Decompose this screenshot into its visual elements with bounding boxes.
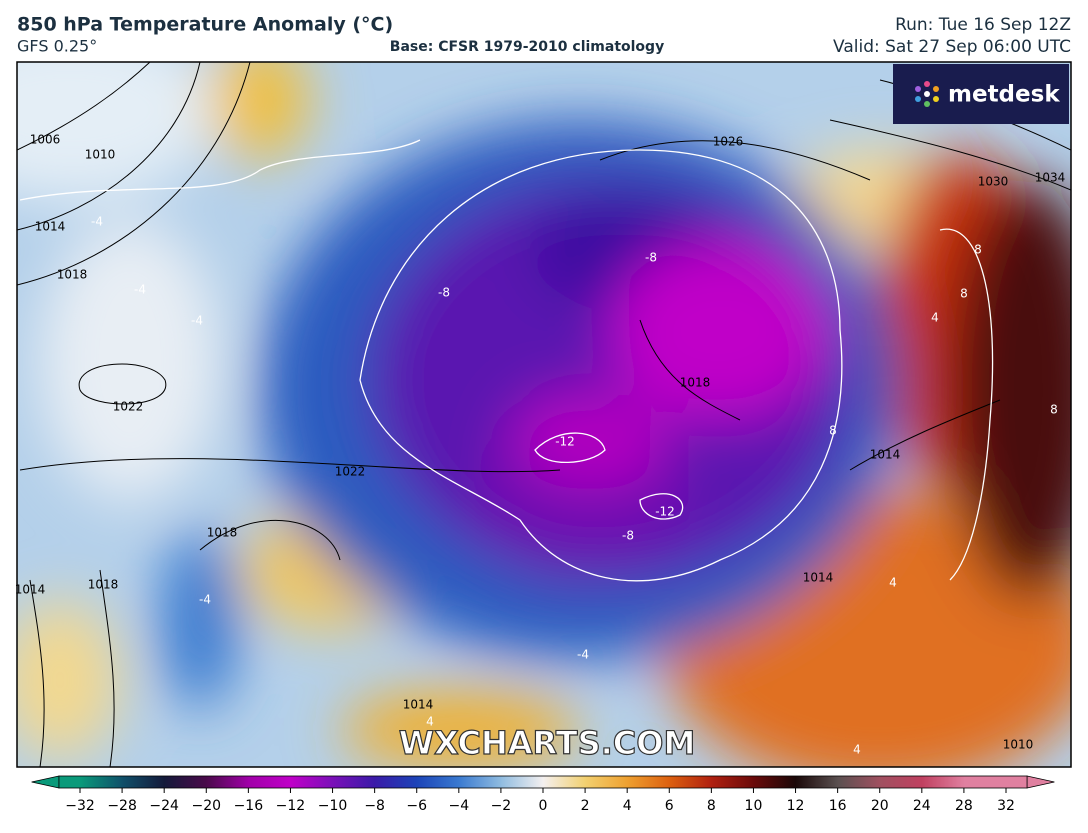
valid: Valid: Sat 27 Sep 06:00 UTC [833, 37, 1071, 57]
anomaly-label: -4 [134, 283, 146, 297]
colorbar-max-arrow [1026, 775, 1055, 789]
colorbar-segment [669, 776, 712, 788]
isobar-label: 1018 [680, 376, 711, 390]
colorbar-segment [332, 776, 376, 788]
isobar-label: 1030 [978, 175, 1009, 189]
map-frame [16, 61, 1072, 768]
anomaly-label: -8 [645, 251, 657, 265]
colorbar-segment [585, 776, 628, 788]
map-labels: 1006 1010 1014 1018 1022 1022 1018 1014 1018 1026… [15, 133, 1066, 757]
colorbar-end [1006, 776, 1028, 788]
isobar-label: 1010 [1003, 738, 1034, 752]
base: Base: CFSR 1979-2010 climatology [390, 39, 664, 55]
anomaly-label: 8 [960, 287, 968, 301]
isobar-label: 1022 [335, 465, 366, 479]
isobar-label: 1014 [403, 698, 434, 712]
colorbar-tick-label: 20 [871, 798, 889, 814]
colorbar-tick-label: 0 [539, 798, 548, 814]
isobar-label: 1010 [85, 148, 116, 162]
colorbar-tick-label: 2 [581, 798, 590, 814]
colorbar-segment [80, 776, 123, 788]
colorbar-tick-label: −20 [191, 798, 221, 814]
colorbar-segment [122, 776, 165, 788]
title: 850 hPa Temperature Anomaly (°C) [17, 14, 393, 36]
colorbar-segment [543, 776, 586, 788]
colorbar-tick-label: 10 [745, 798, 763, 814]
anomaly-label: 4 [426, 715, 434, 729]
anomaly-label: 8 [1050, 403, 1058, 417]
colorbar-tick-label: −4 [448, 798, 469, 814]
colorbar-segment [374, 776, 418, 788]
colorbar-segment [753, 776, 797, 788]
colorbar-tick-label: −28 [107, 798, 137, 814]
isobar-label: 1026 [713, 135, 744, 149]
colorbar-tick-label: −8 [364, 798, 385, 814]
isobar-label: 1014 [870, 448, 901, 462]
colorbar-segment [416, 776, 460, 788]
colorbar-segment [206, 776, 249, 788]
anomaly-label: -4 [199, 593, 211, 607]
colorbar-tick-label: 16 [829, 798, 847, 814]
colorbar-tick-label: −6 [406, 798, 427, 814]
anomaly-label: -8 [622, 529, 634, 543]
colorbar-segment [879, 776, 923, 788]
anomaly-label: 8 [829, 424, 837, 438]
isobar-label: 1014 [803, 571, 834, 585]
anomaly-label: -4 [91, 215, 103, 229]
colorbar-tick-label: 12 [787, 798, 805, 814]
colorbar-tick-label: 32 [997, 798, 1015, 814]
watermark: WXCHARTS.COM [399, 724, 696, 762]
colorbar: −32 −28 −24 −20 −16 −12 −10 −8 −6 −4 −2 0 2 4 6 8 10 12 16… [31, 775, 1055, 814]
colorbar-segment [921, 776, 965, 788]
colorbar-tick-label: 24 [913, 798, 931, 814]
anomaly-label: -4 [577, 648, 589, 662]
colorbar-segment [837, 776, 881, 788]
isobar-label: 1014 [15, 583, 46, 597]
isobar-label: 1022 [113, 400, 144, 414]
colorbar-tick-label: −32 [65, 798, 95, 814]
isobar-label: 1014 [35, 220, 66, 234]
colorbar-segment [248, 776, 291, 788]
colorbar-tick-label: −10 [318, 798, 348, 814]
colorbar-segment [290, 776, 334, 788]
colorbar-tick-label: 4 [623, 798, 632, 814]
model: GFS 0.25° [17, 37, 97, 56]
colorbar-segment [963, 776, 1007, 788]
colorbar-segment [500, 776, 544, 788]
isobar-label: 1006 [30, 133, 61, 147]
anomaly-label: 4 [853, 743, 861, 757]
logo-box: metdesk [893, 64, 1069, 124]
isobar-label: 1018 [88, 578, 119, 592]
colorbar-min-arrow [31, 775, 60, 789]
colorbar-tick-label: −16 [234, 798, 264, 814]
colorbar-tick-label: −2 [491, 798, 512, 814]
colorbar-segment [458, 776, 502, 788]
colorbar-tick-label: −24 [149, 798, 179, 814]
logo: metdesk [948, 82, 1060, 108]
colorbar-tick-label: 8 [707, 798, 716, 814]
anomaly-label: -12 [555, 435, 575, 449]
colorbar-tick-label: 6 [665, 798, 674, 814]
anomaly-label: -12 [655, 505, 675, 519]
colorbar-segment [627, 776, 670, 788]
colorbar-segment [711, 776, 754, 788]
anomaly-label: -4 [191, 314, 203, 328]
anomaly-label: 8 [974, 243, 982, 257]
colorbar-end [58, 776, 80, 788]
colorbar-segment [164, 776, 207, 788]
colorbar-tick-label: −12 [276, 798, 306, 814]
isobar-label: 1018 [57, 268, 88, 282]
colorbar-tick-label: 28 [955, 798, 973, 814]
anomaly-label: 4 [931, 311, 939, 325]
run: Run: Tue 16 Sep 12Z [895, 15, 1071, 35]
anomaly-label: 4 [889, 576, 897, 590]
isobar-label: 1018 [207, 526, 238, 540]
map [17, 62, 1071, 767]
anomaly-label: -8 [438, 286, 450, 300]
isobar-label: 1034 [1035, 171, 1066, 185]
colorbar-segment [795, 776, 839, 788]
